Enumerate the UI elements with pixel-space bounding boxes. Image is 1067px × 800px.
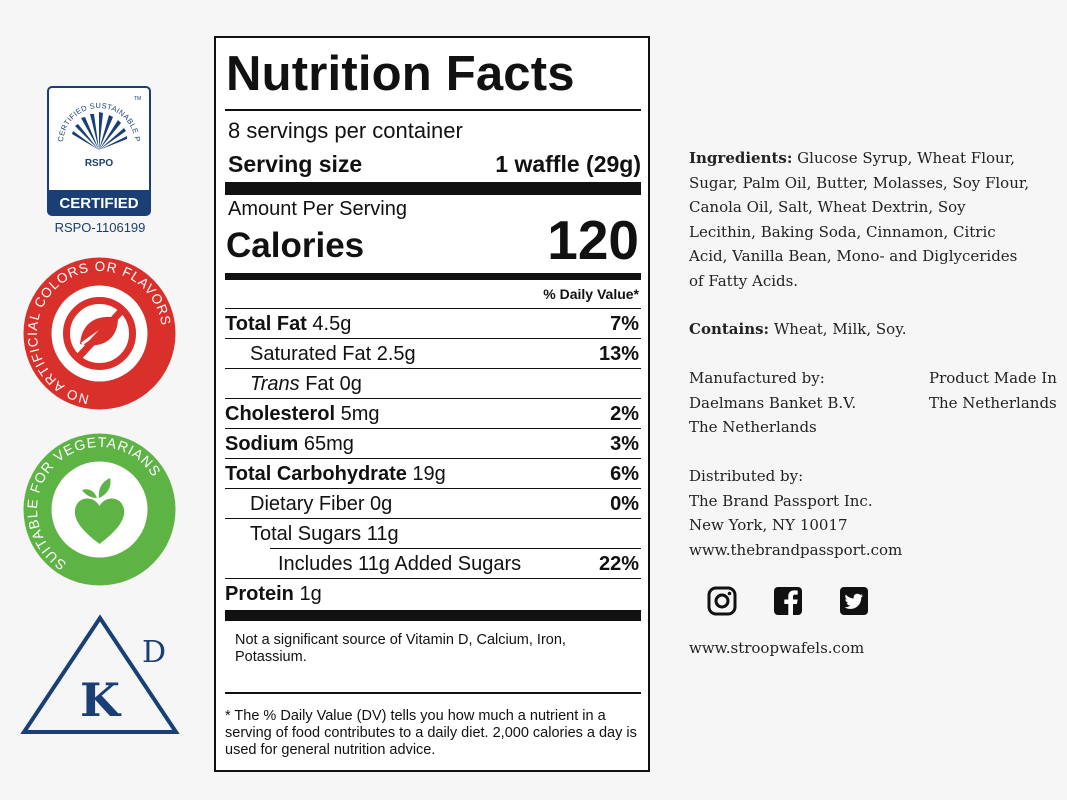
nutrient-name: Dietary Fiber 0g [250, 493, 393, 515]
ingredients-label: Ingredients: [689, 149, 793, 167]
calories-label: Calories [226, 226, 365, 265]
ingredients-line: Canola Oil, Salt, Wheat Dextrin, Soy [689, 198, 966, 216]
allergen-block: Contains: Wheat, Milk, Soy. [689, 317, 1059, 342]
manufacturer-line: Daelmans Banket B.V. [689, 393, 857, 412]
origin-line: Product Made In [929, 369, 1057, 387]
nutrient-dv: 0% [610, 493, 639, 515]
nutrient-name: Total Carbohydrate 19g [225, 463, 446, 485]
nutrient-row: Total Carbohydrate 19g 6% [225, 458, 641, 489]
nutrient-dv: 7% [610, 313, 639, 335]
ingredients-line: Sugar, Palm Oil, Butter, Molasses, Soy F… [689, 173, 1030, 192]
nutrient-dv: 22% [598, 553, 639, 575]
leaf-icon [63, 297, 136, 370]
calories-value: 120 [547, 209, 639, 271]
amount-per-serving: Amount Per Serving [228, 198, 407, 220]
servings-per-container: 8 servings per container [228, 118, 463, 143]
nutrient-dv: 2% [610, 403, 639, 425]
ingredients-line: Glucose Syrup, Wheat Flour, [792, 149, 1015, 167]
ingredients-line: of Fatty Acids. [689, 271, 799, 290]
nutrient-row: Dietary Fiber 0g 0% [225, 488, 641, 519]
rspo-code: RSPO-1106199 [54, 220, 146, 235]
kosher-superscript: D [142, 635, 166, 670]
facebook-icon[interactable] [773, 586, 803, 616]
manufacturer-block: Manufactured by: Daelmans Banket B.V. Th… [689, 366, 909, 440]
nutrient-row: Total Fat 4.5g 7% [225, 308, 641, 339]
nutrient-dv: 3% [610, 433, 639, 455]
nutrition-facts-panel: Nutrition Facts 8 servings per container… [214, 36, 650, 772]
nutrient-dv: 6% [610, 463, 639, 485]
kosher-symbol: K D [20, 614, 180, 734]
vegetarian-badge: SUITABLE FOR VEGETARIANS [23, 433, 176, 586]
origin-block: Product Made In The Netherlands [929, 366, 1059, 415]
distributor-link[interactable]: www.thebrandpassport.com [689, 540, 903, 559]
nutrient-row: Trans Fat 0g [225, 368, 641, 399]
nutrient-row: Saturated Fat 2.5g 13% [225, 338, 641, 369]
vitamin-note: Not a significant source of Vitamin D, C… [235, 632, 566, 665]
manufacturer-line: The Netherlands [689, 418, 817, 436]
nutrient-name: Saturated Fat 2.5g [250, 343, 416, 365]
serving-size-label: Serving size [228, 151, 363, 177]
rspo-mark: RSPO [85, 158, 114, 169]
nutrient-row: Sodium 65mg 3% [225, 428, 641, 459]
protein-rule [225, 610, 641, 621]
footnote-rule [225, 692, 641, 694]
thick-rule [225, 182, 641, 195]
distributor-block: Distributed by: The Brand Passport Inc. … [689, 464, 989, 562]
ingredients-line: Acid, Vanilla Bean, Mono- and Diglycerid… [689, 247, 1018, 265]
calories-rule [225, 273, 641, 280]
palm-tree-icon [72, 112, 127, 150]
nutrient-row: Includes 11g Added Sugars 22% [270, 548, 641, 579]
distributor-line: New York, NY 10017 [689, 516, 848, 534]
instagram-icon[interactable] [707, 586, 737, 616]
kosher-letter: K [80, 673, 122, 727]
no-artificial-colors-badge: NO ARTIFICIAL COLORS OR FLAVORS [23, 257, 176, 410]
manufacturer-line: Manufactured by: [689, 369, 825, 387]
nutrient-row: Total Sugars 11g [225, 518, 641, 549]
rspo-certified-label: CERTIFIED [59, 195, 138, 212]
nutrient-row: Cholesterol 5mg 2% [225, 398, 641, 429]
nutrient-name: Includes 11g Added Sugars [278, 553, 522, 575]
nutrient-dv: 13% [598, 343, 639, 365]
contains-text: Wheat, Milk, Soy. [769, 320, 907, 338]
daily-value-header: % Daily Value* [543, 286, 639, 302]
origin-line: The Netherlands [929, 393, 1057, 412]
nutrient-name: Total Sugars 11g [250, 523, 399, 545]
title-rule [225, 109, 641, 111]
nutrient-name: Cholesterol 5mg [225, 403, 380, 425]
daily-value-footnote: * The % Daily Value (DV) tells you how m… [225, 708, 637, 758]
serving-size-value: 1 waffle (29g) [495, 151, 641, 177]
website-link[interactable]: www.stroopwafels.com [689, 639, 865, 657]
ingredients-block: Ingredients: Glucose Syrup, Wheat Flour,… [689, 146, 1059, 293]
nutrient-name: Sodium 65mg [225, 433, 354, 455]
distributor-line: The Brand Passport Inc. [689, 491, 873, 510]
ingredients-line: Lecithin, Baking Soda, Cinnamon, Citric [689, 222, 996, 241]
heart-apple-icon [74, 478, 125, 544]
rspo-logo: CERTIFIED SUSTAINABLE PALM OIL TM RSPO C… [47, 86, 151, 216]
nutrient-name: Trans Fat 0g [250, 373, 362, 395]
nutrition-title: Nutrition Facts [226, 47, 575, 101]
nutrient-row: Protein 1g [225, 578, 641, 609]
nutrient-name: Protein 1g [225, 583, 322, 605]
rspo-tm: TM [134, 96, 141, 102]
nutrient-name: Total Fat 4.5g [225, 313, 352, 335]
twitter-icon[interactable] [839, 586, 869, 616]
distributor-line: Distributed by: [689, 467, 804, 485]
contains-label: Contains: [689, 320, 770, 338]
